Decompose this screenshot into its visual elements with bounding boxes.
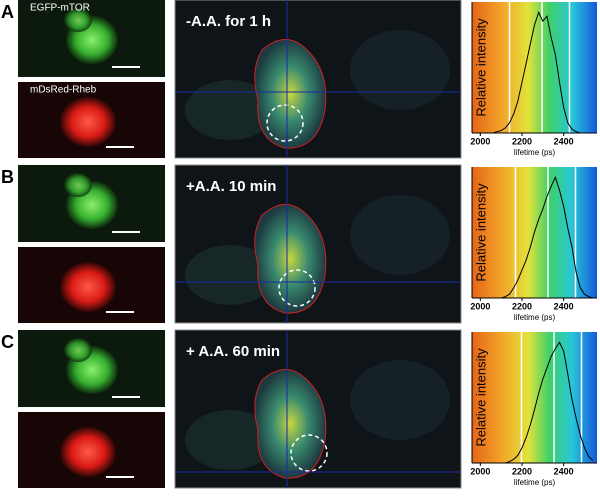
red-cell	[60, 262, 116, 312]
x-tick-label: 2400	[554, 136, 574, 146]
spectrum-background	[472, 332, 597, 463]
panel-label: C	[1, 332, 14, 352]
panel-label: A	[1, 2, 14, 22]
region-circle	[266, 104, 304, 142]
x-tick-label: 2000	[470, 136, 490, 146]
x-tick-label: 2400	[554, 301, 574, 311]
x-axis-label: lifetime (ps)	[514, 148, 556, 157]
x-tick-label: 2400	[554, 466, 574, 476]
cell-outline	[254, 204, 327, 314]
x-axis-label: lifetime (ps)	[514, 478, 556, 487]
y-axis-label: Relative intensity	[473, 348, 488, 447]
x-tick-label: 2200	[512, 136, 532, 146]
condition-label: +A.A. 10 min	[186, 178, 276, 195]
panel-label: B	[1, 167, 14, 187]
lifetime-curve	[480, 11, 593, 134]
region-circle	[278, 269, 316, 307]
x-tick-label: 2200	[512, 466, 532, 476]
background-patch	[350, 30, 450, 110]
image-label: EGFP-mTOR	[30, 3, 90, 14]
cell-outline	[254, 369, 327, 479]
background-patch	[350, 360, 450, 440]
condition-label: + A.A. 60 min	[186, 343, 280, 360]
x-axis-label: lifetime (ps)	[514, 313, 556, 322]
background-patch	[185, 410, 275, 470]
region-circle	[290, 434, 328, 472]
background-patch	[350, 195, 450, 275]
image-label: mDsRed-Rheb	[30, 85, 97, 96]
green-cell	[64, 338, 92, 362]
background-patch	[185, 80, 275, 140]
x-tick-label: 2000	[470, 466, 490, 476]
x-tick-label: 2200	[512, 301, 532, 311]
green-cell	[64, 8, 92, 32]
green-cell	[64, 173, 92, 197]
y-axis-label: Relative intensity	[473, 183, 488, 282]
spectrum-background	[472, 2, 597, 133]
red-cell	[60, 97, 116, 147]
cell-outline	[254, 39, 327, 149]
x-tick-label: 2000	[470, 301, 490, 311]
y-axis-label: Relative intensity	[473, 18, 488, 117]
red-cell	[60, 427, 116, 477]
condition-label: -A.A. for 1 h	[186, 13, 271, 30]
background-patch	[185, 245, 275, 305]
